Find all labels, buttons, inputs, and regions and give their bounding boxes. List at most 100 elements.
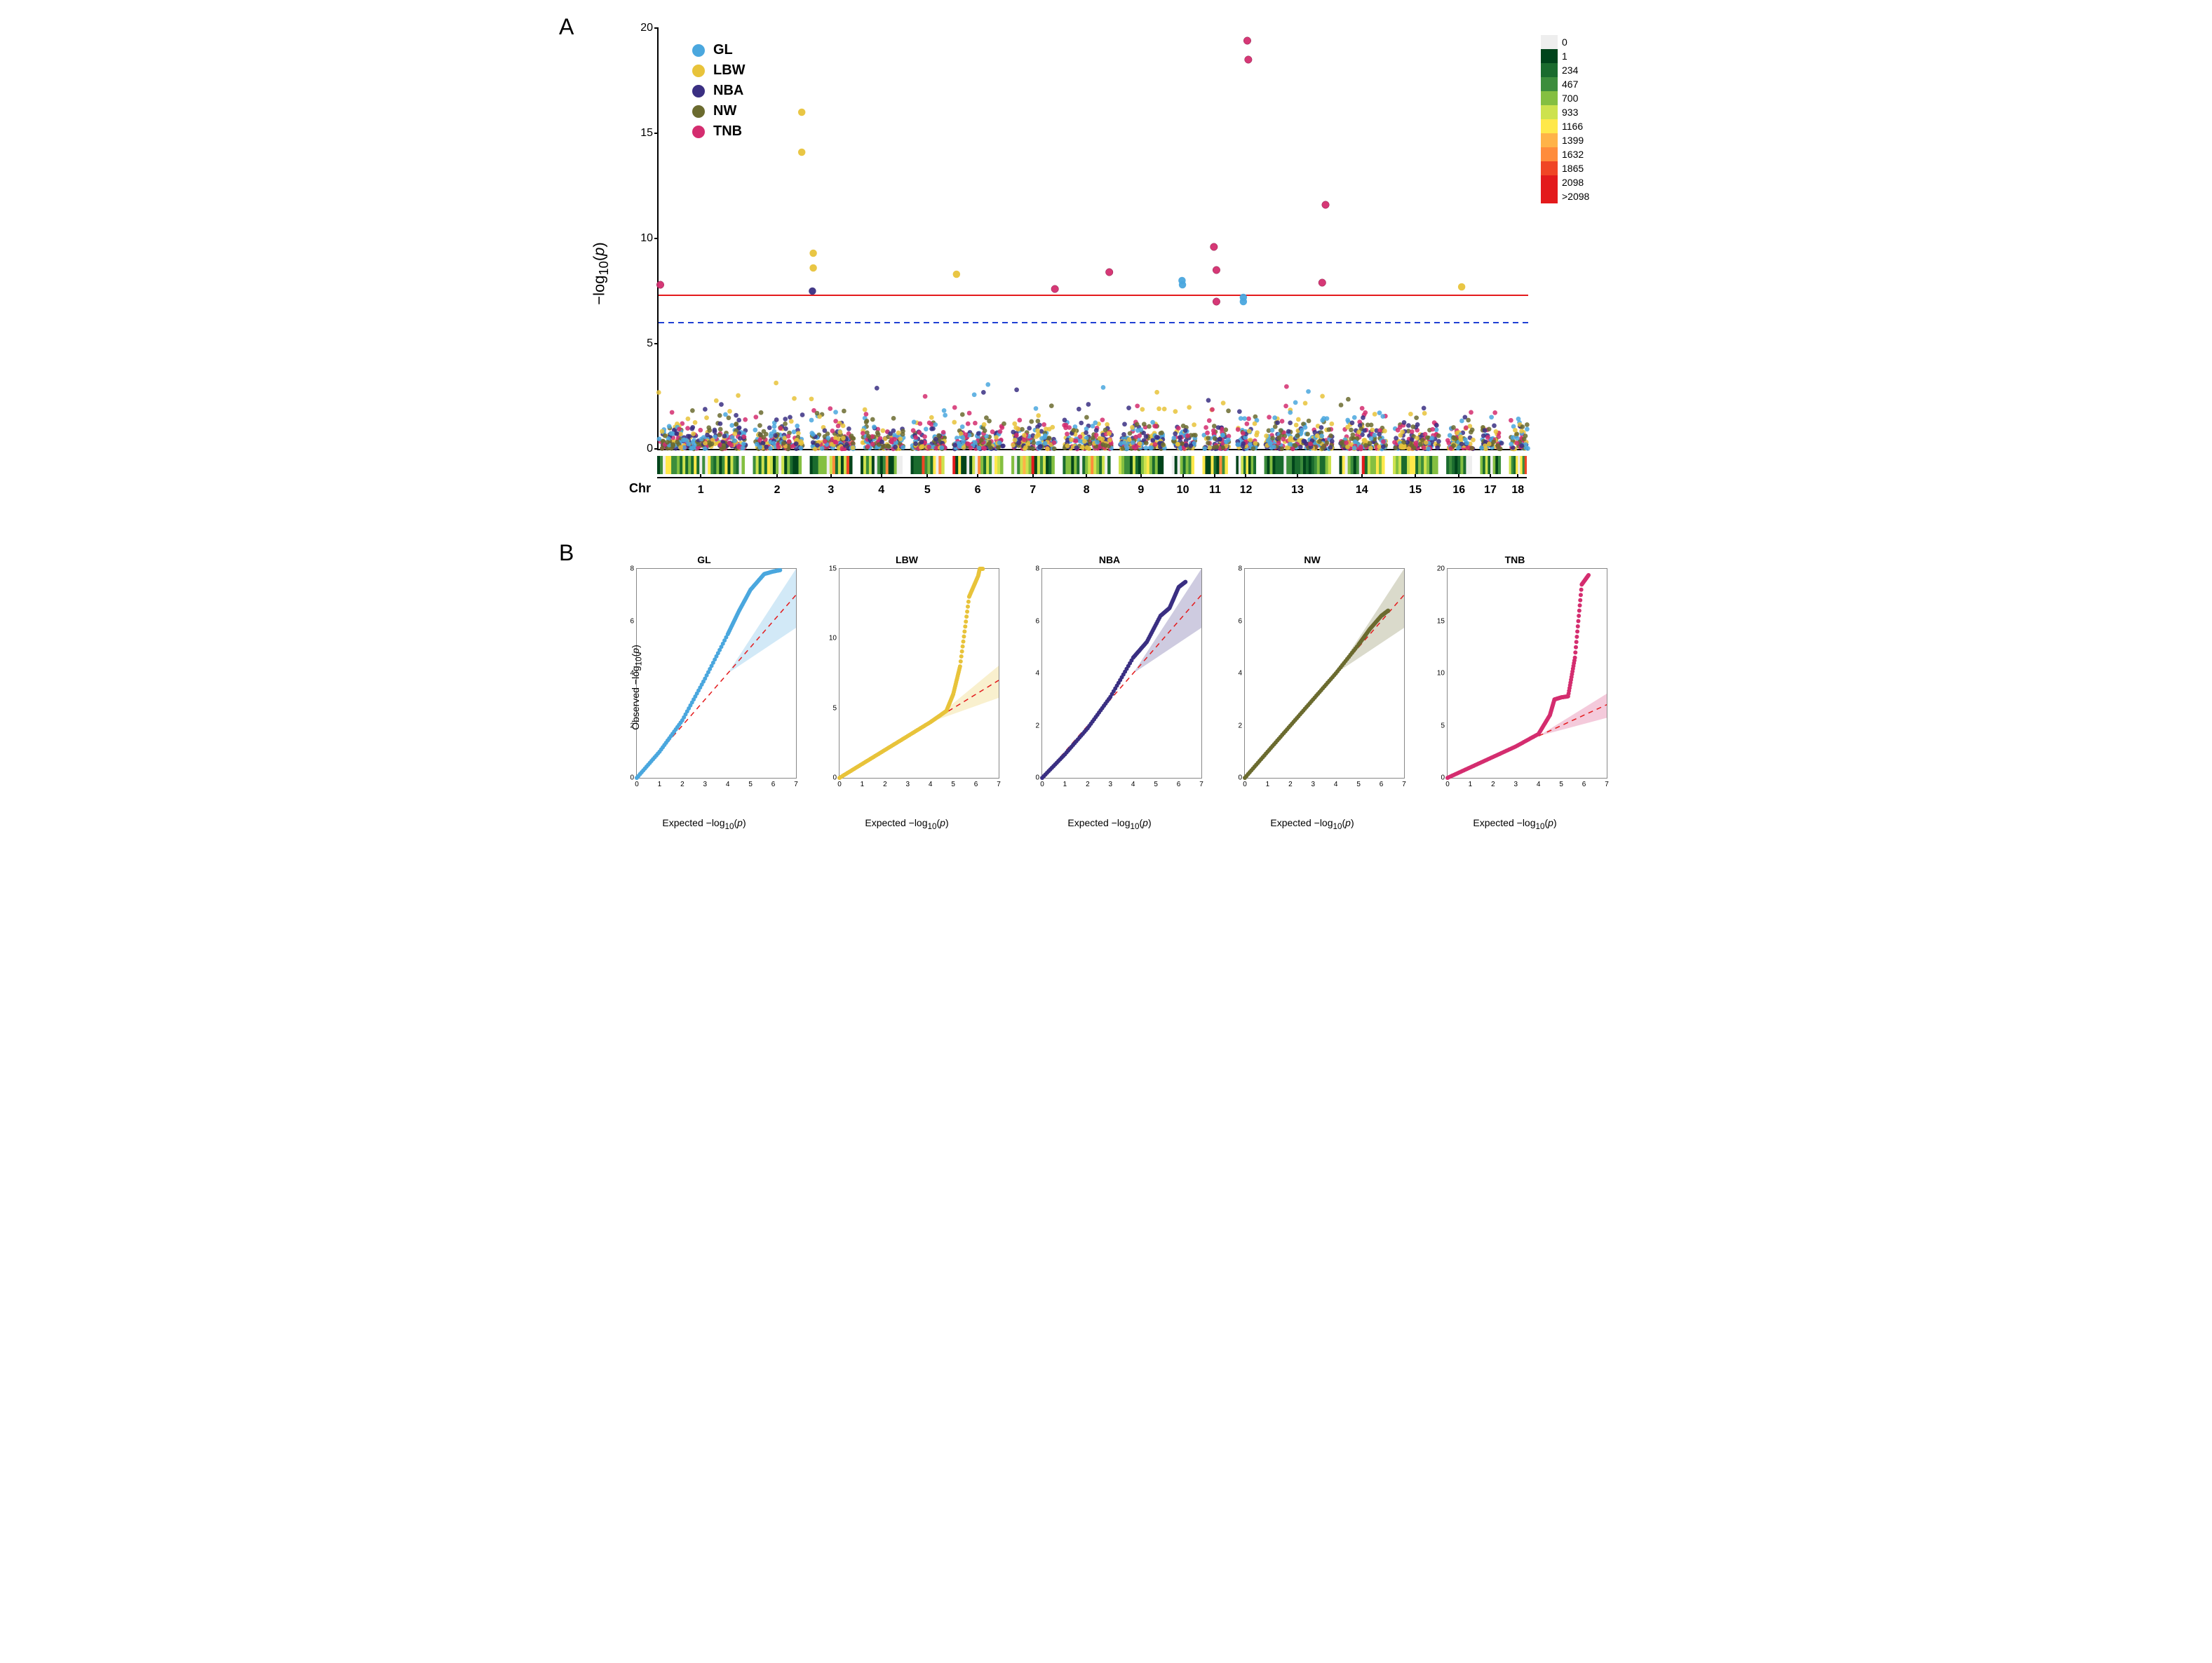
qq-ytick: 8 bbox=[1035, 565, 1039, 573]
colorscale-label: 1 bbox=[1562, 51, 1567, 62]
chr-label: 5 bbox=[924, 484, 931, 497]
colorscale-row: 1399 bbox=[1541, 133, 1611, 147]
qq-xtick: 5 bbox=[748, 781, 753, 788]
chr-label: 12 bbox=[1240, 484, 1253, 497]
qq-title: NW bbox=[1304, 554, 1320, 565]
colorscale-label: 933 bbox=[1562, 107, 1578, 118]
qq-xtick: 6 bbox=[1582, 781, 1586, 788]
colorscale-row: 700 bbox=[1541, 91, 1611, 105]
colorscale-swatch-icon bbox=[1541, 91, 1558, 105]
colorscale-row: 234 bbox=[1541, 63, 1611, 77]
density-svg bbox=[657, 456, 1527, 474]
chr-label: 18 bbox=[1511, 484, 1524, 497]
qq-xtick: 1 bbox=[658, 781, 662, 788]
qq-xtick: 5 bbox=[1356, 781, 1361, 788]
chr-label: 13 bbox=[1291, 484, 1304, 497]
qq-xlabel: Expected −log10(p) bbox=[865, 817, 948, 831]
qq-xtick: 7 bbox=[1605, 781, 1609, 788]
qq-xtick: 4 bbox=[726, 781, 730, 788]
panel-a-plot-area: 05101520 bbox=[657, 28, 1528, 450]
qq-xtick: 0 bbox=[1243, 781, 1247, 788]
chr-label: 10 bbox=[1177, 484, 1189, 497]
qq-xtick: 0 bbox=[635, 781, 639, 788]
panel-a-ytick: 0 bbox=[647, 443, 653, 455]
qq-xtick: 0 bbox=[837, 781, 842, 788]
qq-xtick: 7 bbox=[997, 781, 1001, 788]
colorscale-row: 2098 bbox=[1541, 175, 1611, 189]
qq-xtick: 2 bbox=[680, 781, 684, 788]
qq-ylabel: Observed −log10(p) bbox=[630, 645, 644, 730]
chr-label: 6 bbox=[975, 484, 981, 497]
qq-xlabel: Expected −log10(p) bbox=[1067, 817, 1151, 831]
qq-xtick: 5 bbox=[1559, 781, 1563, 788]
qq-xtick: 2 bbox=[1288, 781, 1293, 788]
chr-label: 15 bbox=[1409, 484, 1422, 497]
qq-title: LBW bbox=[896, 554, 918, 565]
panel-a-ytick: 20 bbox=[640, 22, 653, 34]
colorscale-row: 0 bbox=[1541, 35, 1611, 49]
panel-a-ytick: 15 bbox=[640, 127, 653, 140]
qq-ytick: 5 bbox=[1441, 722, 1445, 729]
qq-ytick: 8 bbox=[1238, 565, 1242, 573]
panel-a-manhattan: GLLBWNBANWTNB −log10(p) 05101520 Chr 123… bbox=[608, 28, 1611, 519]
qq-ytick: 0 bbox=[1035, 774, 1039, 782]
qq-xlabel: Expected −log10(p) bbox=[1473, 817, 1556, 831]
qq-xtick: 1 bbox=[1266, 781, 1270, 788]
colorscale-row: 1632 bbox=[1541, 147, 1611, 161]
chr-label: 7 bbox=[1030, 484, 1036, 497]
qq-plot-area: 0510152001234567 bbox=[1447, 568, 1607, 779]
qq-ytick: 2 bbox=[1035, 722, 1039, 729]
qq-xtick: 3 bbox=[1311, 781, 1316, 788]
qq-svg bbox=[1448, 569, 1607, 778]
colorscale-row: 1 bbox=[1541, 49, 1611, 63]
colorscale-label: 1166 bbox=[1562, 121, 1583, 132]
colorscale-swatch-icon bbox=[1541, 189, 1558, 203]
panel-b-qq-grid: GL0246801234567Observed −log10(p)Expecte… bbox=[608, 568, 1611, 835]
qq-panel-nw: NW0246801234567Expected −log10(p) bbox=[1216, 568, 1408, 807]
qq-ytick: 15 bbox=[829, 565, 837, 573]
colorscale-label: 2098 bbox=[1562, 177, 1584, 188]
colorscale-row: 933 bbox=[1541, 105, 1611, 119]
qq-xlabel: Expected −log10(p) bbox=[1270, 817, 1354, 831]
qq-ytick: 0 bbox=[1441, 774, 1445, 782]
qq-plot-area: 0246801234567 bbox=[636, 568, 797, 779]
qq-xtick: 1 bbox=[1469, 781, 1473, 788]
colorscale-row: >2098 bbox=[1541, 189, 1611, 203]
qq-ytick: 10 bbox=[1437, 670, 1445, 678]
qq-xtick: 7 bbox=[794, 781, 798, 788]
colorscale-swatch-icon bbox=[1541, 147, 1558, 161]
chr-label: 2 bbox=[774, 484, 781, 497]
chr-label: 4 bbox=[878, 484, 884, 497]
colorscale-row: 1865 bbox=[1541, 161, 1611, 175]
panel-a-ylabel: −log10(p) bbox=[591, 242, 612, 305]
qq-title: NBA bbox=[1099, 554, 1120, 565]
qq-title: GL bbox=[697, 554, 710, 565]
panel-a-ytick: 5 bbox=[647, 337, 653, 350]
chr-label: 16 bbox=[1452, 484, 1465, 497]
qq-ytick: 20 bbox=[1437, 565, 1445, 573]
qq-ytick: 0 bbox=[630, 774, 634, 782]
qq-svg bbox=[1042, 569, 1201, 778]
qq-xtick: 2 bbox=[1491, 781, 1495, 788]
colorscale-swatch-icon bbox=[1541, 105, 1558, 119]
qq-ytick: 10 bbox=[829, 635, 837, 642]
chr-label: 9 bbox=[1138, 484, 1144, 497]
qq-svg bbox=[839, 569, 999, 778]
qq-ytick: 0 bbox=[1238, 774, 1242, 782]
qq-xtick: 2 bbox=[1086, 781, 1090, 788]
colorscale-label: 234 bbox=[1562, 65, 1578, 76]
qq-plot-area: 0246801234567 bbox=[1041, 568, 1202, 779]
colorscale-label: 467 bbox=[1562, 79, 1578, 90]
chr-label: 11 bbox=[1209, 484, 1221, 497]
qq-ytick: 4 bbox=[1035, 670, 1039, 678]
chr-label: 3 bbox=[828, 484, 834, 497]
chr-axis-title: Chr bbox=[629, 481, 651, 496]
qq-xtick: 6 bbox=[771, 781, 776, 788]
qq-ytick: 15 bbox=[1437, 617, 1445, 625]
panel-a-svg bbox=[659, 28, 1528, 449]
qq-xtick: 7 bbox=[1199, 781, 1203, 788]
colorscale-swatch-icon bbox=[1541, 161, 1558, 175]
colorscale-label: 1399 bbox=[1562, 135, 1584, 146]
qq-xtick: 7 bbox=[1402, 781, 1406, 788]
qq-xtick: 4 bbox=[1131, 781, 1135, 788]
